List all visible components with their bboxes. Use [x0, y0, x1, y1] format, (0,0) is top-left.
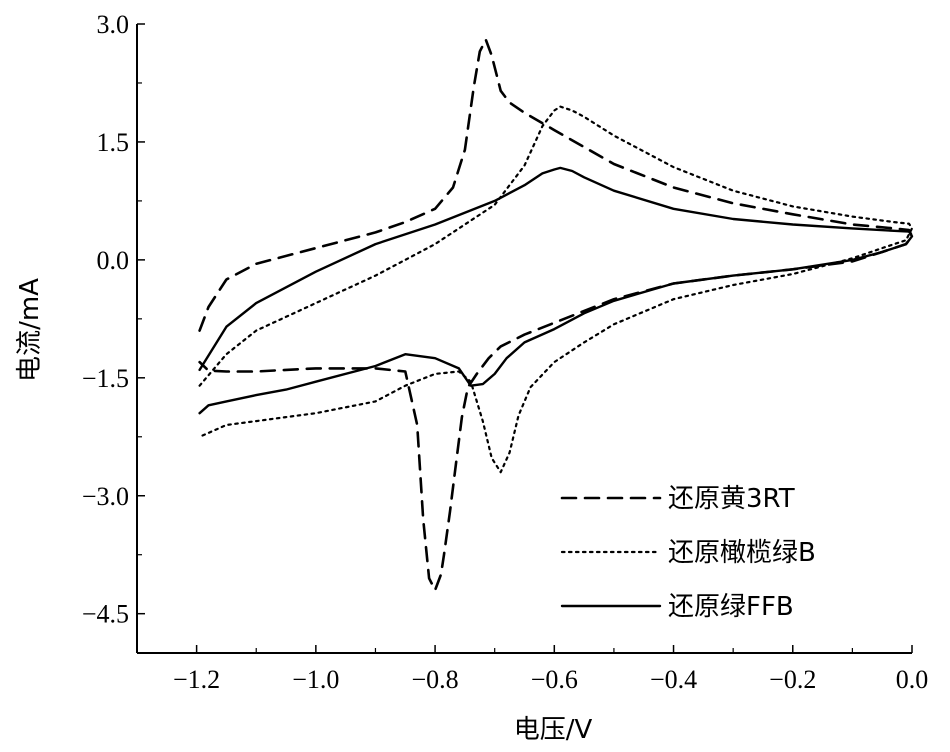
y-tick-label: 0.0: [97, 246, 130, 275]
x-tick-label: −0.4: [650, 665, 697, 694]
x-axis-label: 电压/V: [514, 715, 593, 745]
y-tick-label: −4.5: [82, 600, 129, 629]
series-curves: [198, 38, 914, 592]
y-tick-label: 3.0: [97, 10, 130, 39]
y-axis-ticks: 3.0 1.5 0.0 −1.5 −3.0 −4.5: [82, 10, 145, 629]
series-line-1: [198, 38, 914, 592]
x-tick-label: −0.8: [411, 665, 458, 694]
legend-label-2: 还原橄榄绿B: [668, 538, 816, 568]
legend: 还原黄3RT 还原橄榄绿B 还原绿FFB: [560, 484, 816, 622]
x-tick-label: 0.0: [896, 665, 929, 694]
x-tick-label: −1.2: [173, 665, 220, 694]
x-axis-ticks: −1.2 −1.0 −0.8 −0.6 −0.4 −0.2 0.0: [136, 645, 929, 694]
axes: [136, 24, 912, 654]
x-tick-label: −0.6: [531, 665, 578, 694]
x-tick-label: −0.2: [769, 665, 816, 694]
y-tick-label: −1.5: [82, 364, 129, 393]
legend-label-1: 还原黄3RT: [668, 484, 795, 514]
series-line-2: [198, 105, 914, 474]
series-line-3: [198, 166, 914, 415]
y-axis-label: 电流/mA: [15, 278, 45, 382]
y-tick-label: 1.5: [97, 128, 130, 157]
legend-label-3: 还原绿FFB: [668, 592, 794, 622]
y-tick-label: −3.0: [82, 482, 129, 511]
x-tick-label: −1.0: [292, 665, 339, 694]
